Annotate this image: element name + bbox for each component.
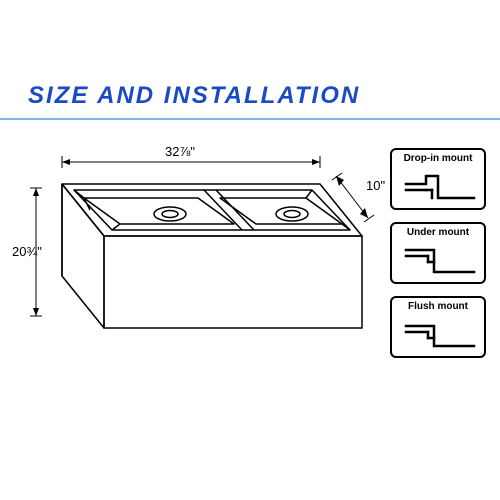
sink-diagram: 32⅞" 10" 20¾" [20, 140, 380, 380]
dim-depth-label: 10" [366, 178, 385, 193]
mount-flush-label: Flush mount [392, 301, 484, 312]
mount-drop-in-label: Drop-in mount [392, 153, 484, 164]
under-mount-icon [404, 244, 476, 274]
title-rule [0, 118, 500, 120]
mount-drop-in: Drop-in mount [390, 148, 486, 210]
mount-under: Under mount [390, 222, 486, 284]
dim-height-label: 20¾" [12, 244, 42, 259]
dim-width: 32⅞" [62, 144, 320, 168]
flush-mount-icon [404, 318, 476, 348]
page-title: SIZE AND INSTALLATION [28, 82, 360, 110]
mount-options: Drop-in mount Under mount Flush mount [390, 148, 486, 370]
dim-width-label: 32⅞" [165, 144, 195, 159]
mount-flush: Flush mount [390, 296, 486, 358]
mount-under-label: Under mount [392, 227, 484, 238]
drop-in-icon [404, 170, 476, 200]
dim-depth: 10" [332, 173, 385, 222]
dim-height: 20¾" [12, 188, 42, 316]
